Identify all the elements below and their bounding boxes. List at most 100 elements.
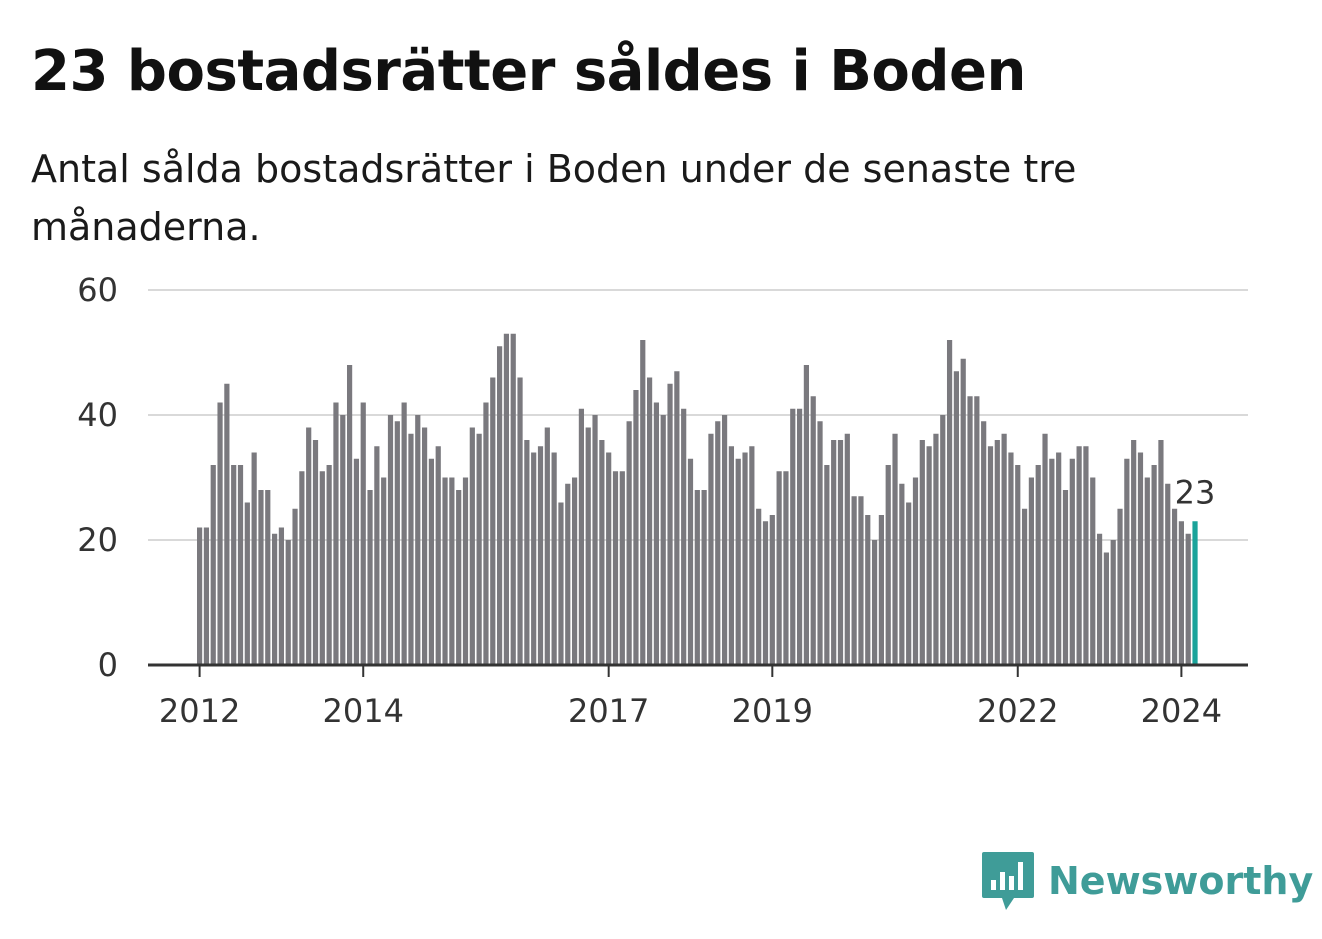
bar <box>1124 458 1130 665</box>
bar <box>585 427 591 665</box>
bar <box>197 527 203 665</box>
bar <box>428 458 435 665</box>
bar <box>906 502 912 665</box>
bar <box>462 477 469 665</box>
newsworthy-logo-icon <box>982 852 1034 910</box>
bar <box>865 515 871 665</box>
bar <box>203 527 210 665</box>
brand-name: Newsworthy <box>1048 859 1314 903</box>
bar <box>1158 440 1164 665</box>
bar <box>701 490 707 665</box>
bar <box>353 458 360 665</box>
bar <box>299 471 305 665</box>
bar <box>1056 452 1062 665</box>
bar <box>619 471 625 665</box>
bar <box>1110 540 1116 665</box>
bar <box>531 452 537 665</box>
bar <box>749 446 755 665</box>
bar <box>994 440 1000 665</box>
bar <box>374 446 380 665</box>
bar <box>483 402 489 665</box>
axis-labels: 0 20 40 60 2012 2014 2017 2019 2022 2024 23 <box>77 271 1222 730</box>
bar <box>844 433 850 665</box>
bar <box>708 433 714 665</box>
bar <box>258 490 264 665</box>
bar <box>899 483 905 665</box>
bar <box>442 477 448 665</box>
bar <box>1151 465 1157 665</box>
x-tick-label: 2024 <box>1141 692 1222 730</box>
bar <box>421 427 428 665</box>
bar <box>687 458 694 665</box>
bar <box>456 490 462 665</box>
bar <box>653 402 660 665</box>
bar <box>551 452 557 665</box>
bar <box>544 427 550 665</box>
bar <box>237 465 244 665</box>
bar <box>271 533 278 665</box>
bar <box>1117 508 1123 665</box>
bar <box>537 446 544 665</box>
bar <box>265 490 271 665</box>
bar <box>694 490 700 665</box>
bar <box>1069 458 1075 665</box>
bar <box>1165 483 1171 665</box>
bar <box>312 440 319 665</box>
bar <box>1131 440 1137 665</box>
bar-chart: 0 20 40 60 2012 2014 2017 2019 2022 2024 23 <box>77 271 1248 730</box>
bar <box>837 440 844 665</box>
bar <box>408 433 414 665</box>
bar <box>599 440 605 665</box>
bar <box>756 508 762 665</box>
y-tick-label: 40 <box>77 396 118 434</box>
bar <box>346 365 353 665</box>
bar <box>796 408 803 665</box>
bar <box>401 402 407 665</box>
bar <box>1096 533 1103 665</box>
chart-title: 23 bostadsrätter såldes i Boden <box>31 39 1026 104</box>
bar <box>394 421 400 665</box>
bar <box>1103 552 1109 665</box>
bar <box>503 333 510 665</box>
x-tick-label: 2017 <box>568 692 649 730</box>
y-tick-label: 60 <box>77 271 118 309</box>
bar <box>660 415 666 665</box>
bar <box>381 477 387 665</box>
bar <box>721 415 728 665</box>
chart-subtitle: Antal sålda bostadsrätter i Boden under … <box>31 147 1077 249</box>
bar <box>1083 446 1089 665</box>
bar <box>1090 477 1096 665</box>
bar <box>571 477 578 665</box>
bar <box>953 371 959 665</box>
bar <box>1144 477 1150 665</box>
bar <box>646 377 653 665</box>
x-tick-label: 2012 <box>159 692 240 730</box>
bar <box>667 383 673 665</box>
newsworthy-logo[interactable]: Newsworthy <box>980 850 1313 912</box>
bar <box>278 527 285 665</box>
bar <box>1049 458 1055 665</box>
bar <box>510 333 516 665</box>
bar <box>940 415 946 665</box>
bars <box>197 333 1198 665</box>
bar <box>967 396 973 665</box>
bar <box>858 496 864 665</box>
bar <box>224 383 230 665</box>
bar <box>1137 452 1144 665</box>
bar <box>340 415 346 665</box>
bar <box>878 515 884 665</box>
bar <box>1028 477 1034 665</box>
bar <box>285 540 291 665</box>
bar <box>790 408 796 665</box>
bar <box>367 490 373 665</box>
bar <box>319 471 325 665</box>
bar <box>817 421 823 665</box>
bar <box>476 433 482 665</box>
bar <box>1076 446 1082 665</box>
bar <box>333 402 339 665</box>
bar <box>251 452 257 665</box>
bar <box>769 515 775 665</box>
x-tick-label: 2019 <box>732 692 813 730</box>
bar-highlight <box>1192 521 1198 665</box>
bar <box>306 427 312 665</box>
